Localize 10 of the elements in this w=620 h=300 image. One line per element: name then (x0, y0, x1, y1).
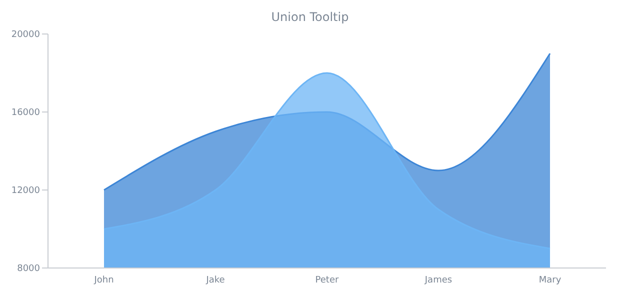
y-tick-label: 20000 (11, 30, 40, 40)
y-tick-label: 12000 (11, 186, 40, 196)
y-tick-label: 8000 (17, 264, 40, 274)
x-tick-label: James (424, 275, 452, 286)
y-tick-label: 16000 (11, 108, 40, 118)
x-tick-label: John (93, 275, 114, 286)
x-tick-label: Jake (205, 275, 226, 286)
x-tick-label: Mary (538, 275, 562, 286)
x-tick-label: Peter (315, 275, 339, 286)
chart-title: Union Tooltip (270, 9, 350, 26)
